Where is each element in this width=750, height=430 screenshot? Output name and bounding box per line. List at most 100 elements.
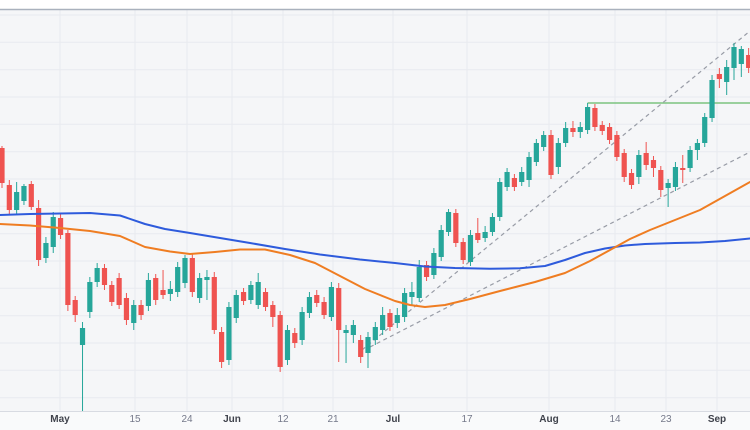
candle-down [292,328,298,348]
candle-down [109,281,115,306]
x-axis-tick-label[interactable]: 24 [181,414,193,425]
orange-ma-line[interactable] [0,181,750,308]
candle-up [197,273,203,303]
candle-up [21,184,27,205]
candle-down [336,283,342,362]
candle-down [240,288,247,305]
candle-up [694,139,700,160]
candle-up [365,332,371,368]
candle-up [204,270,210,300]
candle-down [716,68,722,88]
candle-up [255,273,261,309]
candle-up [380,307,386,335]
x-axis-labels[interactable]: May 15 24 Jun 12 21 Jul 17 Aug 14 23 Sep [50,414,726,425]
candle-up [672,162,679,191]
candle-up [563,122,569,147]
candle-down [650,156,657,177]
candle-up [519,167,525,186]
candle-up [394,308,400,328]
candle-down [57,214,64,239]
x-axis-tick-label[interactable]: Jul [386,414,401,425]
candle-down [321,297,327,319]
candle-up [504,168,510,191]
candle-down [270,301,276,327]
candle-down [614,131,620,161]
candle-up [94,263,100,287]
candle-up [175,262,181,297]
x-axis-tick-label[interactable]: 15 [129,414,141,425]
candle-up [431,248,437,279]
candle-down [746,48,750,73]
candle-down [0,146,5,188]
candle-down [65,230,71,311]
candle-down [277,311,283,372]
candle-up [87,277,93,318]
candle-down [511,174,517,191]
candle-down [123,293,130,325]
candle-up [182,255,188,288]
candle-up [416,260,422,302]
candle-down [570,121,576,137]
candle-down [387,309,393,331]
dashed-trendline-lower[interactable] [369,151,750,348]
candle-down [28,181,34,210]
blue-ma-line[interactable] [0,212,750,270]
candle-down [36,200,42,266]
candle-up [79,322,86,411]
candle-up [306,292,313,318]
candle-down [475,218,481,243]
candle-up [50,212,56,253]
candle-up [284,325,291,365]
candle-up [226,302,232,365]
x-axis-tick-label[interactable]: Sep [708,414,726,425]
candle-up [14,182,20,214]
candle-up [724,60,730,95]
candle-down [72,296,78,322]
dashed-trendline-upper[interactable] [361,30,750,351]
candle-down [621,149,627,182]
candle-up [43,237,49,263]
candle-up [372,322,378,345]
grid-layer [0,9,750,411]
candle-up [445,209,452,236]
candle-down [314,290,320,307]
candle-up [533,139,539,166]
candle-up [665,179,671,207]
x-axis-tick-label[interactable]: May [50,414,70,425]
candle-up [526,152,532,187]
x-axis-tick-label[interactable]: 14 [609,414,621,425]
x-axis-tick-label[interactable]: Aug [539,414,558,425]
candle-up [350,320,356,343]
candle-up [636,150,642,184]
candle-up [328,282,334,321]
candle-up [585,103,591,134]
candle-up [497,178,503,221]
candle-up [299,307,305,345]
candle-up [145,273,151,311]
candle-down [160,270,166,299]
candle-down [219,327,225,368]
candle-up [702,113,708,147]
candle-up [555,138,561,174]
x-axis-tick-label[interactable]: 23 [660,414,672,425]
candle-down [116,273,122,309]
candle-down [423,261,430,281]
candle-down [138,300,144,320]
candle-up [687,146,693,172]
x-axis-tick-label[interactable]: 12 [277,414,289,425]
candle-up [731,43,737,80]
candle-down [592,104,598,131]
candle-down [460,238,466,264]
x-axis-tick-label[interactable]: 21 [327,414,339,425]
candle-down [606,123,613,144]
candle-up [438,225,444,261]
candle-up [577,122,583,138]
candle-down [548,130,554,179]
x-axis-tick-label[interactable]: 17 [461,414,473,425]
x-axis-tick-label[interactable]: Jun [223,414,241,425]
candle-down [6,180,12,214]
candle-down [358,335,364,363]
